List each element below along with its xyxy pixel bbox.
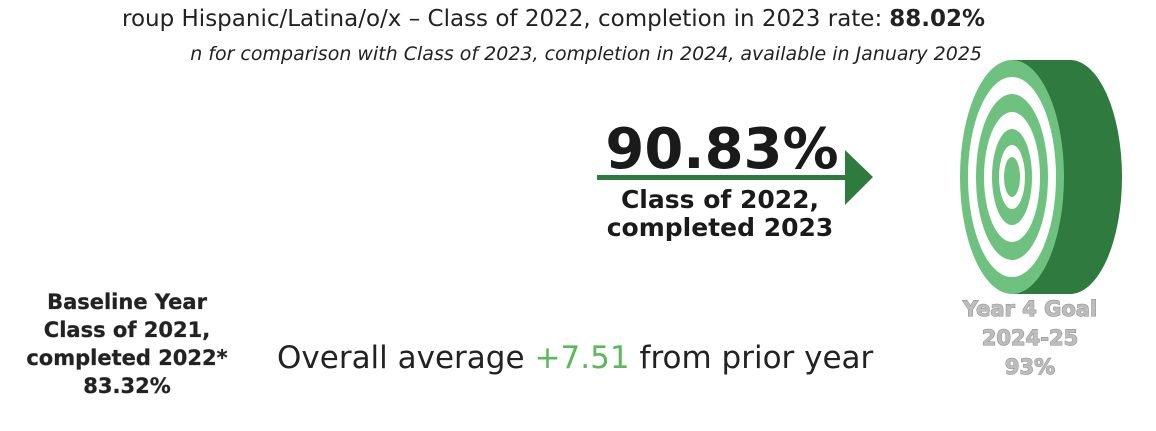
target-icon [960, 60, 1122, 294]
header-title: roup Hispanic/Latina/o/x – Class of 2022… [122, 6, 985, 32]
baseline-line: Baseline Year [47, 290, 208, 314]
change-suffix: from prior year [640, 340, 874, 376]
change-prefix: Overall average [277, 340, 525, 376]
baseline-line: Class of 2021, [44, 318, 210, 342]
header-subtitle: n for comparison with Class of 2023, com… [190, 43, 982, 65]
title-rate: 88.02% [889, 6, 985, 32]
goal-line: Year 4 Goal [962, 297, 1097, 321]
arrow [597, 150, 873, 205]
change-text: Overall average +7.51 from prior year [277, 340, 874, 376]
goal-line: 93% [1005, 355, 1055, 379]
change-value: +7.51 [535, 340, 630, 376]
current-label: Class of 2022, [621, 185, 819, 214]
goal-line: 2024-25 [982, 326, 1078, 350]
baseline-line: 83.32% [83, 374, 170, 398]
current-rate: 90.83% [605, 117, 838, 182]
title-prefix: roup Hispanic/Latina/o/x – Class of 2022… [122, 6, 882, 32]
current-label: completed 2023 [607, 213, 834, 242]
baseline-line: completed 2022* [26, 346, 227, 370]
